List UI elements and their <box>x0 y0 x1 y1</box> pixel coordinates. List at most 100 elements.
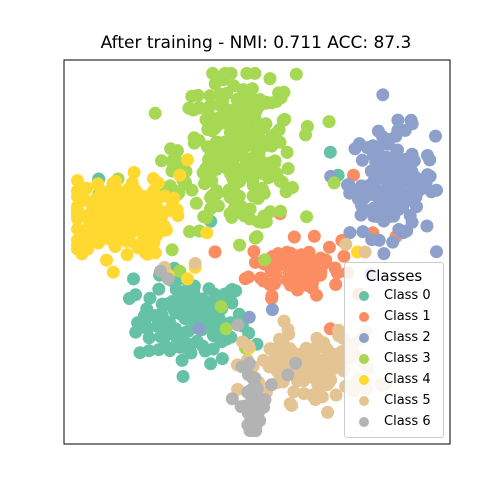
point-class-0 <box>232 307 246 321</box>
point-class-2 <box>424 185 438 199</box>
point-class-3 <box>222 183 236 197</box>
point-class-3 <box>238 137 252 151</box>
point-class-0 <box>127 272 140 286</box>
point-class-5 <box>283 397 297 411</box>
point-class-2 <box>377 247 391 261</box>
point-class-0 <box>163 322 177 336</box>
point-class-3 <box>245 82 259 96</box>
point-class-1 <box>297 273 311 287</box>
point-class-1 <box>314 251 328 265</box>
point-class-3 <box>198 177 211 191</box>
point-class-5 <box>324 351 338 365</box>
point-class-4 <box>106 177 120 190</box>
points-layer <box>71 66 443 438</box>
point-class-3 <box>263 159 276 172</box>
point-class-1 <box>247 245 261 258</box>
point-class-2 <box>366 148 380 162</box>
point-class-6 <box>281 368 295 382</box>
point-class-2 <box>391 123 405 137</box>
point-class-3 <box>182 101 196 115</box>
point-class-2 <box>377 137 391 151</box>
point-class-3 <box>165 243 179 257</box>
point-class-2 <box>376 88 390 102</box>
point-class-4 <box>94 187 108 201</box>
legend-label: Class 3 <box>384 351 431 366</box>
point-class-0 <box>195 292 209 306</box>
point-class-3 <box>197 210 211 224</box>
point-class-3 <box>322 115 336 129</box>
point-class-3 <box>280 145 294 159</box>
point-class-6 <box>242 356 256 370</box>
legend-item-class-0: Class 0 <box>359 285 443 306</box>
point-class-4 <box>89 202 103 216</box>
point-class-0 <box>181 337 194 351</box>
point-class-4 <box>108 240 122 253</box>
point-class-5 <box>256 353 270 367</box>
point-class-4 <box>155 210 168 224</box>
point-class-3 <box>249 154 263 168</box>
point-class-4 <box>181 153 194 167</box>
point-class-3 <box>199 162 213 176</box>
point-class-2 <box>423 169 437 183</box>
point-class-4 <box>71 184 84 198</box>
point-class-3 <box>163 179 177 193</box>
point-class-4 <box>181 272 194 286</box>
point-class-2 <box>429 129 442 143</box>
legend-item-class-1: Class 1 <box>359 306 443 327</box>
point-class-2 <box>420 219 434 233</box>
point-class-0 <box>211 330 225 344</box>
point-class-3 <box>299 128 312 142</box>
point-class-4 <box>167 191 181 205</box>
point-class-5 <box>329 388 343 402</box>
point-class-4 <box>146 172 160 186</box>
point-class-6 <box>246 417 260 431</box>
point-class-4 <box>80 211 94 224</box>
point-class-4 <box>100 253 113 267</box>
point-class-0 <box>187 285 201 298</box>
point-class-0 <box>176 370 190 383</box>
point-class-2 <box>365 203 379 217</box>
point-class-3 <box>204 191 217 205</box>
point-class-0 <box>225 283 239 297</box>
point-class-3 <box>269 94 283 108</box>
legend-label: Class 0 <box>384 288 431 303</box>
point-class-4 <box>100 215 114 229</box>
point-class-3 <box>183 225 197 239</box>
point-class-6 <box>246 372 260 386</box>
point-class-3 <box>254 166 268 180</box>
point-class-2 <box>388 148 402 162</box>
point-class-1 <box>265 291 279 305</box>
legend-swatch <box>359 311 369 322</box>
point-class-3 <box>263 72 277 86</box>
point-class-5 <box>308 393 322 406</box>
point-class-4 <box>140 232 154 246</box>
legend-item-class-4: Class 4 <box>359 369 443 390</box>
point-class-3 <box>218 66 232 80</box>
point-class-0 <box>323 145 337 159</box>
point-class-3 <box>210 162 223 176</box>
point-class-3 <box>168 152 182 165</box>
legend-item-class-6: Class 6 <box>359 411 443 432</box>
point-class-0 <box>142 344 156 358</box>
point-class-4 <box>118 206 132 220</box>
point-class-3 <box>274 204 287 218</box>
point-class-5 <box>322 368 336 382</box>
point-class-5 <box>308 360 322 373</box>
point-class-2 <box>265 303 279 317</box>
point-class-1 <box>254 271 267 285</box>
point-class-3 <box>300 210 314 224</box>
point-class-6 <box>264 378 278 392</box>
point-class-6 <box>241 385 255 399</box>
point-class-0 <box>215 352 229 366</box>
legend-swatch <box>359 374 369 385</box>
point-class-3 <box>253 93 267 107</box>
point-class-4 <box>117 191 131 205</box>
point-class-4 <box>106 265 120 279</box>
point-class-3 <box>233 238 247 252</box>
point-class-2 <box>396 226 410 240</box>
point-class-2 <box>430 245 443 259</box>
point-class-3 <box>189 196 203 210</box>
point-class-2 <box>405 215 419 229</box>
point-class-3 <box>251 215 265 229</box>
point-class-2 <box>341 178 354 192</box>
